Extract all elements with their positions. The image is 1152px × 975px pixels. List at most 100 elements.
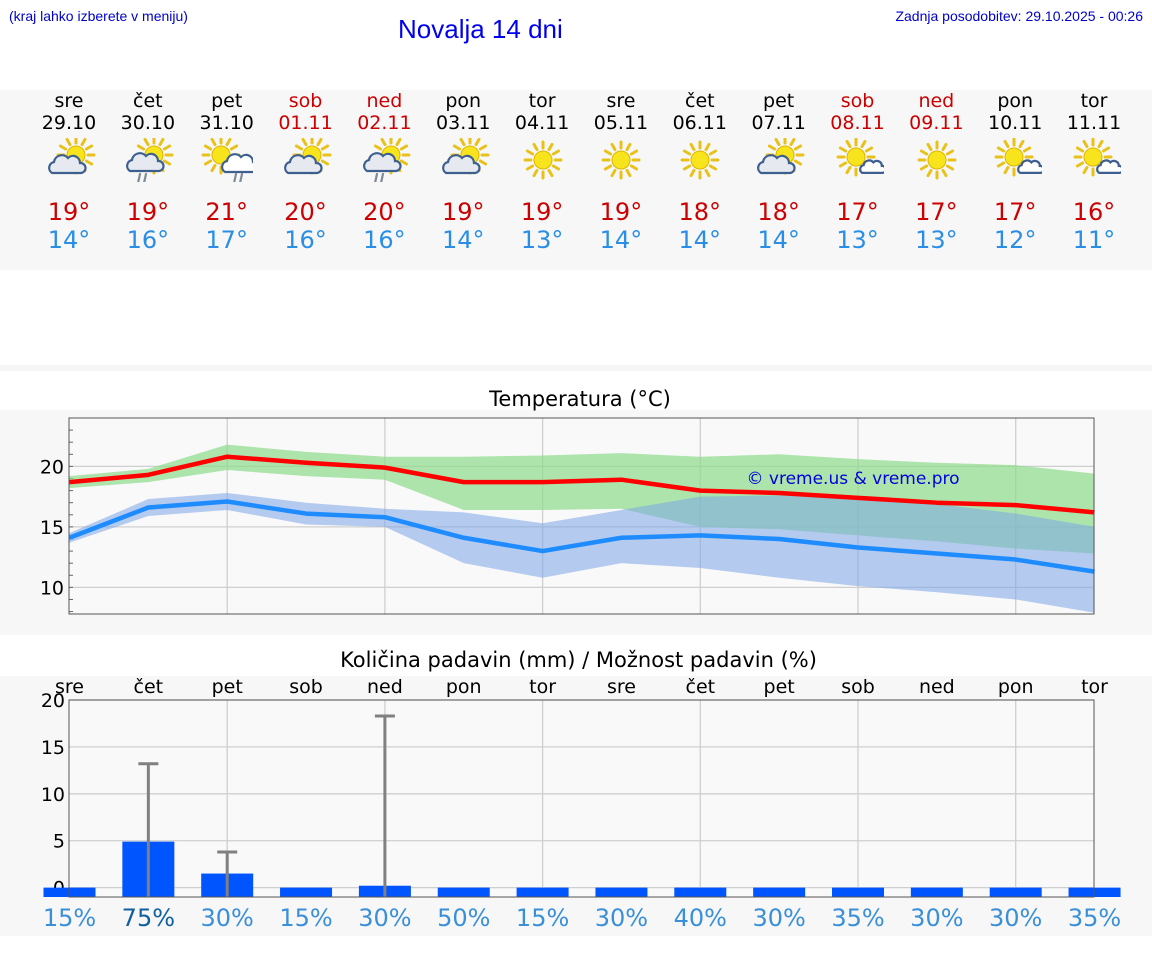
precip-bar [910, 887, 963, 897]
precip-chance: 75% [121, 904, 176, 932]
sun-ray [919, 164, 928, 171]
day-name: ned [918, 90, 955, 112]
sun-ray [709, 149, 718, 156]
temp-max: 17° [993, 198, 1037, 226]
temp-min: 14° [678, 226, 722, 254]
sun-ray [163, 159, 172, 166]
sun-ray [709, 164, 718, 171]
precip-bar [595, 887, 648, 897]
sun-ray [625, 168, 632, 178]
sun-ray [225, 138, 232, 147]
temp-min: 13° [836, 226, 879, 254]
sun-ray [945, 164, 954, 171]
sun-ray [630, 149, 639, 156]
sun-ray [380, 138, 387, 147]
sun-disc [533, 150, 553, 170]
temp-max: 18° [678, 198, 722, 226]
sun-ray [547, 168, 554, 178]
sun-ray [604, 164, 613, 171]
precip-chance: 35% [831, 904, 885, 932]
precip-bar [674, 887, 727, 897]
sun-rain-cloud-icon [201, 138, 254, 182]
sun-ray [58, 144, 67, 151]
sun-ray [399, 144, 408, 151]
sun-disc [1083, 147, 1103, 167]
day-date: 11.11 [1066, 112, 1122, 134]
precipitation-chart-title: Količina padavin (mm) / Možnost padavin … [340, 648, 817, 672]
day-date: 02.11 [357, 112, 412, 134]
rain-drop [239, 172, 244, 182]
sun-ray [689, 168, 696, 178]
daily-forecast-strip: sre 29.10 19° 14° čet 30.10 19° 16° pet 31.10 21° 1… [0, 90, 1152, 270]
cloud-shape [126, 152, 165, 173]
sun-ray [478, 159, 487, 166]
y-tick-label: 20 [41, 690, 65, 712]
temp-max: 19° [441, 198, 485, 226]
min-range-band [69, 493, 1095, 613]
y-tick-label: 5 [53, 831, 65, 853]
plot-frame [68, 417, 1095, 615]
temp-max: 20° [284, 198, 327, 226]
temp-max: 19° [126, 198, 170, 226]
sun-ray [230, 144, 239, 151]
sun-cloud-rain-icon [126, 138, 174, 182]
sun-ray [1075, 161, 1084, 168]
sun-icon [917, 140, 957, 180]
day-name: sre [606, 90, 636, 112]
sun-ray [158, 138, 165, 147]
x-day-label: ned [367, 676, 403, 698]
sun-ray [551, 164, 560, 171]
separator [0, 365, 1152, 371]
cloud-shape [859, 159, 884, 174]
day-date: 04.11 [514, 112, 570, 134]
rain-drop [137, 172, 142, 182]
location-hint: (kraj lahko izberete v meniju) [9, 8, 188, 24]
sun-ray [551, 149, 560, 156]
sun-cloud-icon [47, 138, 95, 175]
temp-max: 19° [520, 198, 564, 226]
sun-ray [80, 138, 86, 147]
sun-cloud-icon [441, 138, 490, 175]
temp-max: 20° [363, 198, 406, 226]
day-name: sob [288, 90, 323, 112]
sun-ray [84, 159, 93, 166]
rain-drop [233, 172, 238, 182]
sun-cloud-rain-icon [362, 138, 411, 182]
sun-disc [611, 150, 631, 170]
sun-ray [84, 144, 93, 151]
precip-chance: 30% [358, 904, 412, 932]
y-tick-label: 15 [40, 517, 64, 539]
day-date: 07.11 [751, 112, 806, 134]
precip-error-bar [138, 762, 159, 897]
day-date: 29.10 [41, 112, 97, 134]
rain-drops [233, 172, 244, 182]
temp-max: 16° [1072, 198, 1116, 226]
sun-ray [474, 138, 481, 147]
temp-max: 17° [915, 198, 958, 226]
sun-ray [1075, 146, 1084, 153]
temp-max: 17° [836, 198, 879, 226]
sun-ray [704, 142, 711, 152]
sun-ray [163, 144, 172, 151]
precip-chance: 50% [437, 904, 491, 932]
sun-ray [919, 149, 928, 156]
precip-chance: 15% [279, 904, 333, 932]
temp-max: 19° [599, 198, 643, 226]
precip-chance: 30% [752, 904, 806, 932]
sun-ray [683, 164, 692, 171]
sun-ray [1101, 146, 1110, 153]
sun-ray [1003, 139, 1010, 149]
day-date: 06.11 [672, 112, 727, 134]
rain-drop [373, 172, 378, 182]
sun-ray [204, 144, 213, 151]
temp-min: 11° [1072, 226, 1116, 254]
day-date: 08.11 [830, 112, 885, 134]
precip-bar [516, 887, 569, 897]
sun-small-cloud-icon [836, 138, 884, 177]
sun-rays [680, 140, 720, 180]
sun-rays [1073, 138, 1113, 177]
temp-min: 16° [284, 226, 327, 254]
precip-error-bar [374, 714, 395, 897]
temperature-chart-title: Temperatura (°C) [489, 387, 671, 411]
y-tick-label: 10 [40, 577, 64, 599]
